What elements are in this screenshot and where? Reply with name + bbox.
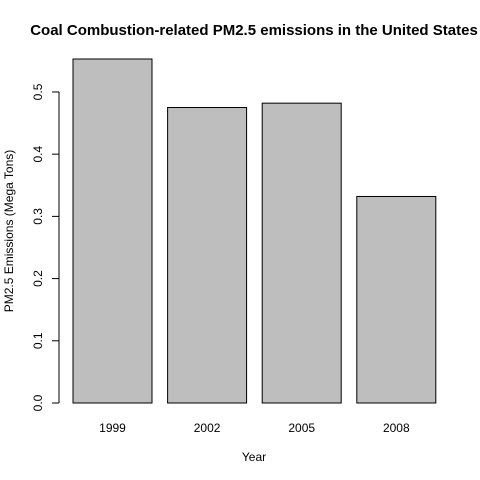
y-tick-label: 0.1 <box>31 332 45 349</box>
y-axis-label: PM2.5 Emissions (Mega Tons) <box>2 150 16 313</box>
x-axis-label: Year <box>242 450 266 464</box>
x-tick-label: 2005 <box>288 421 315 435</box>
bar-2005 <box>261 102 342 404</box>
x-tick-label: 2002 <box>194 421 221 435</box>
bar-2002 <box>167 107 248 404</box>
x-tick-label: 2008 <box>383 421 410 435</box>
x-tick-label: 1999 <box>99 421 126 435</box>
y-axis: 0.0 0.1 0.2 0.3 0.4 0.5 <box>31 83 60 411</box>
y-tick-label: 0.0 <box>31 394 45 411</box>
y-tick-label: 0.2 <box>31 270 45 287</box>
bar-1999 <box>72 58 153 404</box>
chart-title: Coal Combustion-related PM2.5 emissions … <box>30 22 478 39</box>
y-tick-label: 0.4 <box>31 146 45 163</box>
y-tick-label: 0.5 <box>31 83 45 100</box>
x-tick-labels-group: 1999 2002 2005 2008 <box>99 421 410 435</box>
y-tick-label: 0.3 <box>31 208 45 225</box>
bar-2008 <box>356 195 437 404</box>
bars-group <box>72 58 437 404</box>
